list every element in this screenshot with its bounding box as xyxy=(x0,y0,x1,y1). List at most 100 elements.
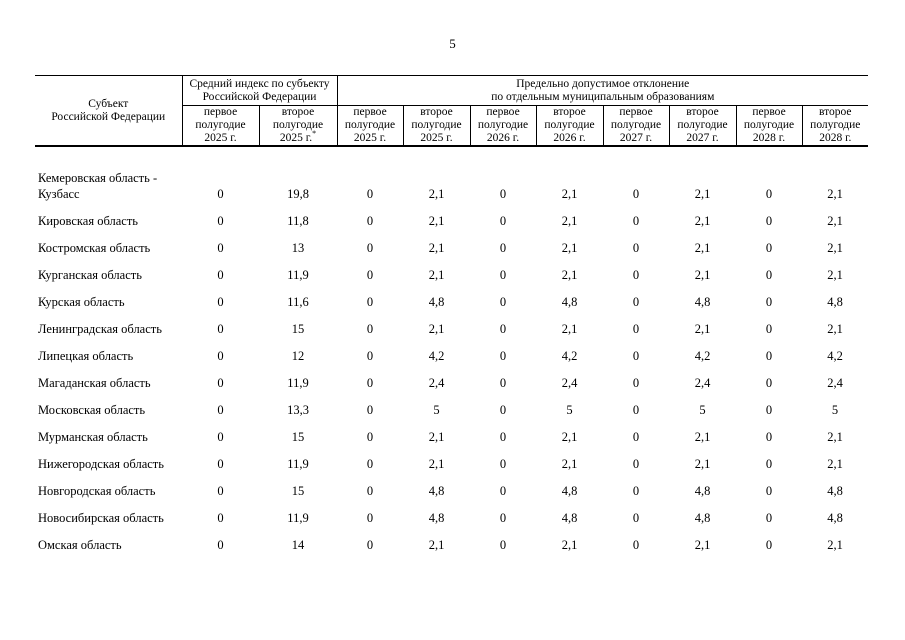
value-cell: 11,9 xyxy=(287,376,309,390)
value-cell: 0 xyxy=(217,430,224,444)
table-row: Омская область 0 14 0 2,1 0 2,1 0 2,1 0 2,1 xyxy=(35,526,868,553)
table-row: Курская область 0 11,6 0 4,8 0 4,8 0 4,8 0 4,8 xyxy=(35,283,868,310)
value-cell: 0 xyxy=(765,241,773,255)
table-row: Кировская область 0 11,8 0 2,1 0 2,1 0 2,1 0 2,1 xyxy=(35,202,868,229)
value-cell: 2,1 xyxy=(428,241,445,255)
region-name: Новосибирская область xyxy=(38,511,164,525)
value-cell: 4,8 xyxy=(694,511,711,525)
value-cell: 15 xyxy=(291,430,305,444)
value-cell: 2,1 xyxy=(428,214,445,228)
value-cell: 2,1 xyxy=(827,322,843,336)
subheader-dev-h1-2028: первое полугодие 2028 г. xyxy=(735,105,802,147)
value-cell: 0 xyxy=(366,241,374,255)
value-cell: 2,1 xyxy=(561,322,578,336)
value-cell: 0 xyxy=(366,457,374,471)
value-cell: 0 xyxy=(217,376,224,390)
table-row: Костромская область 0 13 0 2,1 0 2,1 0 2,1 0 2,1 xyxy=(35,229,868,256)
value-cell: 4,8 xyxy=(827,511,843,525)
value-cell: 4,2 xyxy=(827,349,843,363)
region-name: Магаданская область xyxy=(38,376,151,390)
region-name: Кировская область xyxy=(38,214,139,228)
table-header: Субъект Российской Федерации Средний инд… xyxy=(35,75,869,147)
value-cell: 2,1 xyxy=(561,538,578,552)
value-cell: 0 xyxy=(765,403,773,417)
value-cell: 11,9 xyxy=(287,457,309,471)
value-cell: 2,1 xyxy=(561,457,578,471)
value-cell: 15 xyxy=(291,322,305,336)
value-cell: 0 xyxy=(765,268,773,282)
region-name: Омская область xyxy=(38,538,122,552)
value-cell: 0 xyxy=(765,538,773,552)
value-cell: 0 xyxy=(217,322,224,336)
value-cell: 0 xyxy=(765,187,773,201)
value-cell: 4,8 xyxy=(827,295,843,309)
value-cell: 14 xyxy=(291,538,305,552)
value-cell: 2,1 xyxy=(827,430,843,444)
value-cell: 0 xyxy=(366,349,374,363)
value-cell: 0 xyxy=(366,295,374,309)
value-cell: 0 xyxy=(217,511,224,525)
value-cell: 0 xyxy=(499,376,507,390)
value-cell: 0 xyxy=(632,322,640,336)
value-cell: 0 xyxy=(499,430,507,444)
table-row: Курганская область 0 11,9 0 2,1 0 2,1 0 2,1 0 2,1 xyxy=(35,256,868,283)
subheader-dev-h1-2025: первое полугодие 2025 г. xyxy=(336,105,403,147)
value-cell: 11,9 xyxy=(287,268,309,282)
value-cell: 2,1 xyxy=(561,187,578,201)
value-cell: 5 xyxy=(831,403,839,417)
value-cell: 4,8 xyxy=(827,484,843,498)
value-cell: 4,2 xyxy=(694,349,711,363)
value-cell: 0 xyxy=(499,511,507,525)
table-row: Липецкая область 0 12 0 4,2 0 4,2 0 4,2 0 4,2 xyxy=(35,337,868,364)
value-cell: 13 xyxy=(291,241,305,255)
value-cell: 0 xyxy=(765,214,773,228)
value-cell: 0 xyxy=(632,376,640,390)
subheader-avg-h2-2025: второе полугодие 2025 г.* xyxy=(258,105,337,147)
value-cell: 2,1 xyxy=(827,538,843,552)
value-cell: 11,9 xyxy=(287,511,309,525)
value-cell: 0 xyxy=(366,214,374,228)
value-cell: 4,8 xyxy=(428,511,445,525)
value-cell: 4,8 xyxy=(561,295,578,309)
value-cell: 0 xyxy=(499,322,507,336)
value-cell: 4,8 xyxy=(428,295,445,309)
table-row: Магаданская область 0 11,9 0 2,4 0 2,4 0 2,4 0 2,4 xyxy=(35,364,868,391)
value-cell: 4,8 xyxy=(694,295,711,309)
value-cell: 0 xyxy=(499,538,507,552)
value-cell: 0 xyxy=(632,430,640,444)
subheader-dev-h2-2028: второе полугодие 2028 г. xyxy=(801,105,869,147)
header-subcolumn-row: первое полугодие 2025 г. второе полугоди… xyxy=(35,105,869,147)
footnote-marker: * xyxy=(312,129,317,139)
region-name: Мурманская область xyxy=(38,430,148,444)
value-cell: 4,8 xyxy=(561,484,578,498)
value-cell: 0 xyxy=(499,241,507,255)
value-cell: 0 xyxy=(632,268,640,282)
value-cell: 5 xyxy=(699,403,706,417)
subheader-dev-h2-2025: второе полугодие 2025 г. xyxy=(402,105,470,147)
index-table: Субъект Российской Федерации Средний инд… xyxy=(35,75,869,553)
value-cell: 2,1 xyxy=(694,430,711,444)
subheader-dev-h2-2027: второе полугодие 2027 г. xyxy=(668,105,736,147)
value-cell: 11,6 xyxy=(287,295,309,309)
header-avg-index-group: Средний индекс по субъекту Российской Фе… xyxy=(182,75,338,106)
region-name: Нижегородская область xyxy=(38,457,164,471)
value-cell: 2,1 xyxy=(827,241,843,255)
page-number: 5 xyxy=(449,36,456,51)
value-cell: 0 xyxy=(632,457,640,471)
value-cell: 0 xyxy=(217,241,224,255)
value-cell: 2,1 xyxy=(694,457,711,471)
value-cell: 0 xyxy=(366,511,374,525)
value-cell: 12 xyxy=(291,349,305,363)
region-name: Кемеровская область - Кузбасс xyxy=(38,171,158,201)
table-body: Кемеровская область - Кузбасс 0 19,8 0 2,1 0 2… xyxy=(35,146,868,553)
value-cell: 0 xyxy=(632,538,640,552)
value-cell: 2,1 xyxy=(428,538,445,552)
value-cell: 0 xyxy=(632,403,640,417)
value-cell: 0 xyxy=(217,187,224,201)
value-cell: 0 xyxy=(217,214,224,228)
value-cell: 0 xyxy=(765,484,773,498)
value-cell: 2,1 xyxy=(561,241,578,255)
value-cell: 2,1 xyxy=(561,430,578,444)
header-subject: Субъект Российской Федерации xyxy=(35,75,183,147)
value-cell: 2,1 xyxy=(694,322,711,336)
